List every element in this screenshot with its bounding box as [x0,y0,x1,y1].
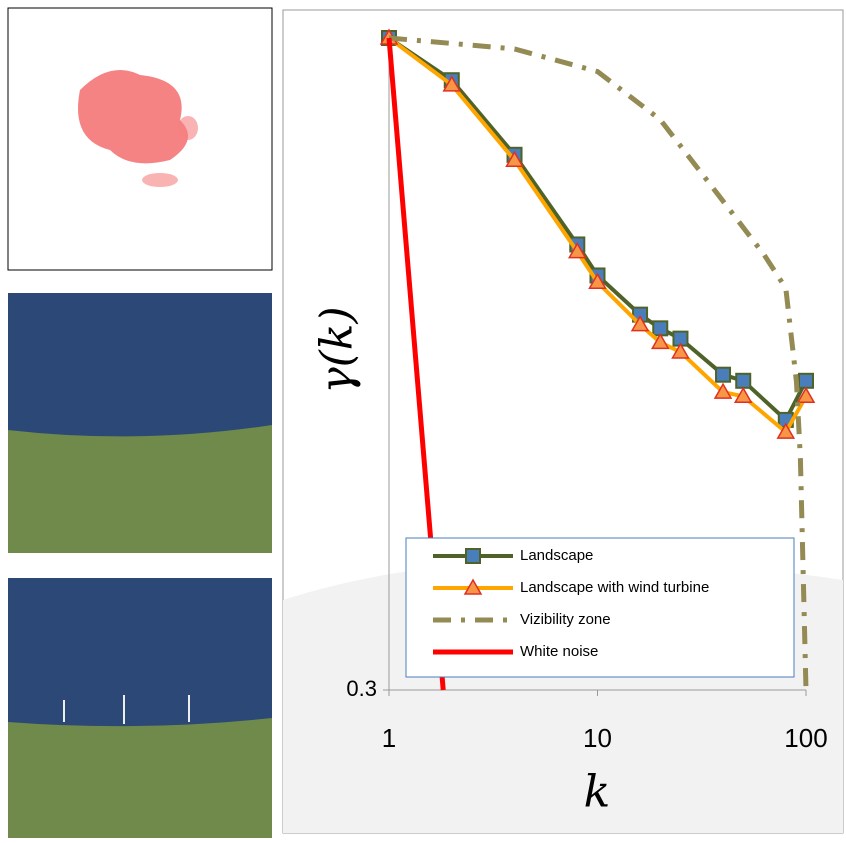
legend-label: Landscape [520,547,593,564]
x-tick-label: 100 [784,723,827,753]
legend [406,538,794,677]
heatmap-blob [178,116,198,140]
screen: γ(k) k 1 10 100 0.3 Landscape Landscape with… [0,0,846,838]
square-marker [736,374,750,388]
x-tick-label: 10 [583,723,612,753]
heatmap-blob [142,173,178,187]
y-tick-label: 0.3 [346,676,377,701]
legend-label: White noise [520,643,598,660]
square-marker [716,368,730,382]
square-marker [799,374,813,388]
terrain [8,425,272,553]
legend-label: Vizibility zone [520,611,611,628]
x-axis-label: k [584,767,611,818]
legend-label: Landscape with wind turbine [520,579,709,596]
x-tick-label: 1 [382,723,396,753]
terrain [8,718,272,838]
y-axis-label: γ(k) [312,306,363,393]
square-marker [466,549,480,563]
